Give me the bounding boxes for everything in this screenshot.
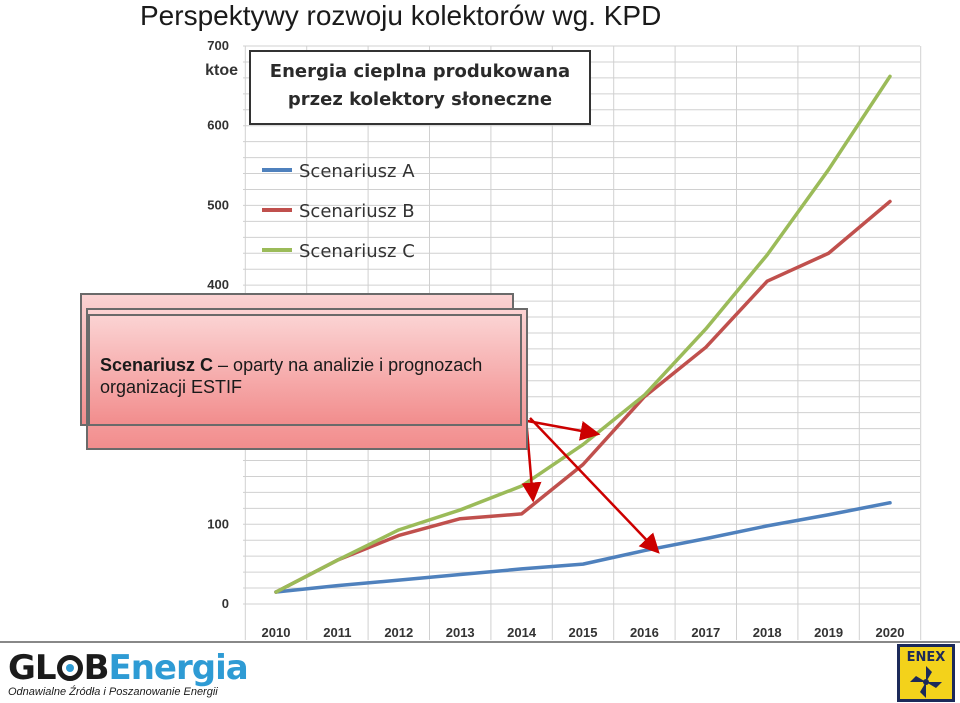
y-tick-label: 700 xyxy=(207,38,229,53)
y-tick-label: 500 xyxy=(207,197,229,212)
y-tick-label: 400 xyxy=(207,277,229,292)
globe-icon xyxy=(56,655,83,681)
x-tick-label: 2012 xyxy=(384,625,413,640)
chart-title-line: przez kolektory słoneczne xyxy=(288,89,552,110)
globenergia-logo: GL BEnergia Odnawialne Źródła i Poszanowa… xyxy=(8,648,278,700)
y-axis-label: ktoe xyxy=(205,62,238,79)
callout-text: – oparty na analizie i prognozach organi… xyxy=(100,355,483,397)
legend-label: Scenariusz A xyxy=(299,161,415,182)
callout-box: Scenariusz C – oparty na analizie i prog… xyxy=(88,314,522,426)
series-line xyxy=(274,199,892,594)
chart-title-box xyxy=(249,50,591,125)
series-line xyxy=(274,74,892,594)
x-tick-label: 2019 xyxy=(814,625,843,640)
x-tick-label: 2010 xyxy=(262,625,291,640)
footer-divider xyxy=(0,641,960,643)
globenergia-wordmark: GL BEnergia xyxy=(8,648,249,688)
x-tick-label: 2016 xyxy=(630,625,659,640)
y-tick-label: 100 xyxy=(207,516,229,531)
y-tick-label: 600 xyxy=(207,118,229,133)
x-tick-label: 2017 xyxy=(691,625,720,640)
callout-arrow xyxy=(529,417,660,554)
x-tick-label: 2011 xyxy=(323,625,351,640)
x-tick-label: 2018 xyxy=(753,625,782,640)
slide-title: Perspektywy rozwoju kolektorów wg. KPD xyxy=(140,0,662,31)
chart-title-line: Energia cieplna produkowana xyxy=(270,61,570,82)
x-tick-label: 2013 xyxy=(446,625,475,640)
series-line xyxy=(274,501,892,594)
y-tick-label: 0 xyxy=(222,596,229,611)
x-tick-label: 2014 xyxy=(507,625,537,640)
line-chart: 0 100 400 500 600 700 ktoe 2010 2011 2012 2013 2014… xyxy=(205,38,922,640)
fan-icon xyxy=(910,666,942,698)
globenergia-tagline: Odnawialne Źródła i Poszanowanie Energii xyxy=(8,686,218,698)
x-tick-label: 2015 xyxy=(569,625,598,640)
enex-logo: ENEX xyxy=(897,644,955,702)
legend-label: Scenariusz C xyxy=(299,241,415,262)
enex-wordmark: ENEX xyxy=(907,650,946,665)
callout-scenario-name: Scenariusz C xyxy=(100,355,214,375)
legend-label: Scenariusz B xyxy=(299,201,415,222)
x-tick-label: 2020 xyxy=(876,625,905,640)
